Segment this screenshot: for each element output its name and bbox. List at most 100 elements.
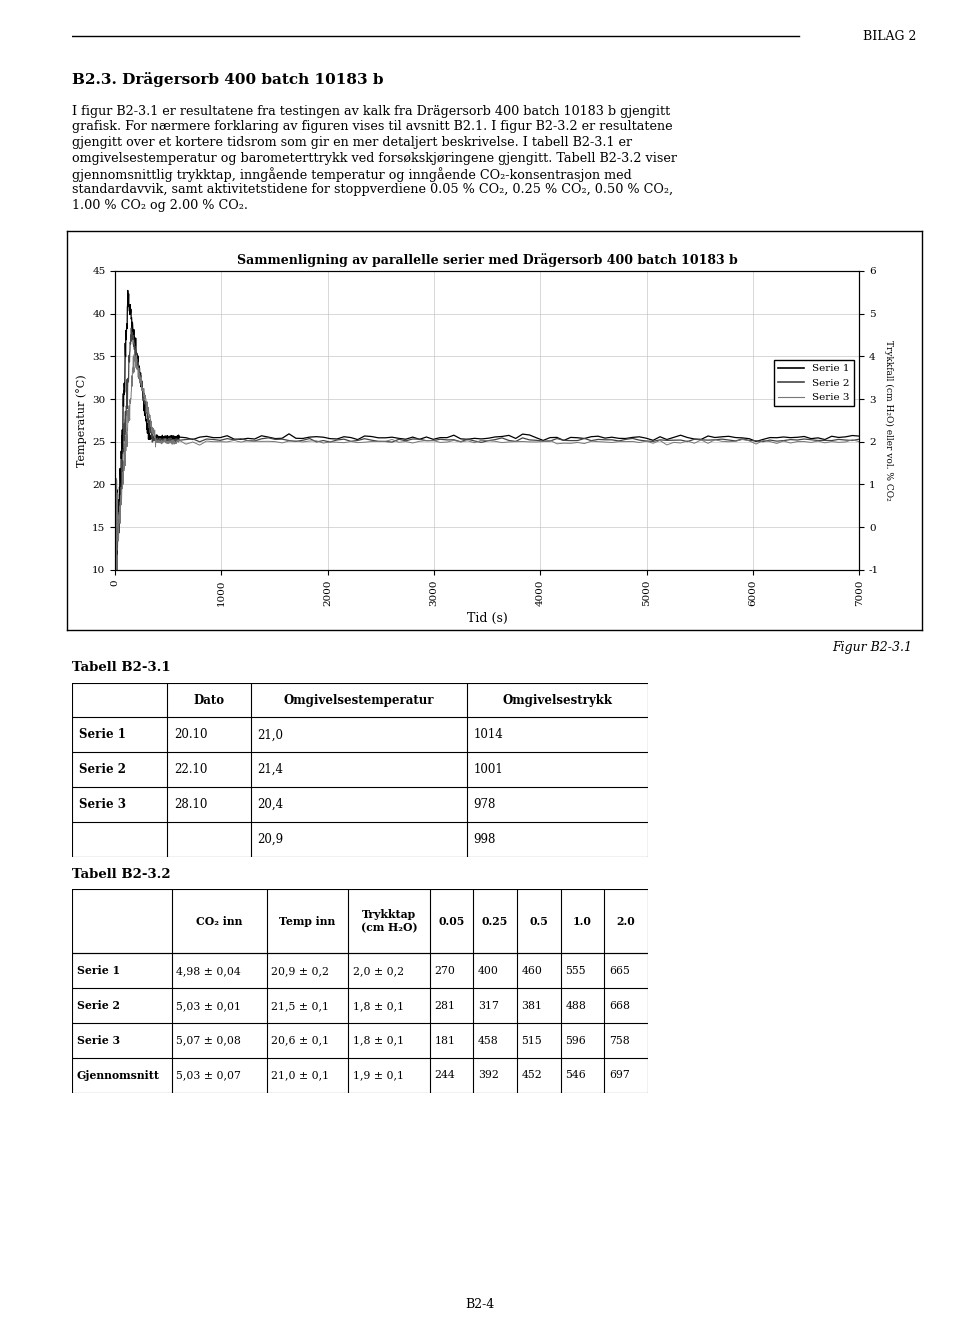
Text: 0.05: 0.05 <box>439 916 465 927</box>
Serie 1 <box>109 518 121 534</box>
Text: 2,0 ± 0,2: 2,0 ± 0,2 <box>352 966 404 976</box>
Serie 1 <box>171 429 182 445</box>
Text: 21,0 ± 0,1: 21,0 ± 0,1 <box>271 1070 329 1081</box>
Text: I figur B2-3.1 er resultatene fra testingen av kalk fra Drägersorb 400 batch 101: I figur B2-3.1 er resultatene fra testin… <box>72 105 670 118</box>
Serie 2 <box>109 582 121 598</box>
Text: 20,6 ± 0,1: 20,6 ± 0,1 <box>271 1035 329 1046</box>
Serie 3 <box>129 346 140 362</box>
Text: 392: 392 <box>478 1070 499 1081</box>
Text: 5,07 ± 0,08: 5,07 ± 0,08 <box>176 1035 241 1046</box>
Text: 281: 281 <box>434 1000 455 1011</box>
X-axis label: Tid (s): Tid (s) <box>467 611 508 625</box>
Text: 4,98 ± 0,04: 4,98 ± 0,04 <box>176 966 241 976</box>
Text: Dato: Dato <box>193 693 225 707</box>
Text: 400: 400 <box>478 966 499 976</box>
Serie 2 <box>109 539 121 555</box>
Text: 596: 596 <box>565 1035 586 1046</box>
Line: Serie 2: Serie 2 <box>115 329 859 590</box>
Text: 458: 458 <box>478 1035 498 1046</box>
Text: 0.5: 0.5 <box>529 916 548 927</box>
Serie 1 <box>120 349 132 365</box>
Text: 22.10: 22.10 <box>174 763 207 776</box>
Text: 1014: 1014 <box>473 728 503 742</box>
Text: 28.10: 28.10 <box>174 798 207 811</box>
Y-axis label: Trykkfall (cm H₂O) eller vol. % CO₂: Trykkfall (cm H₂O) eller vol. % CO₂ <box>884 341 893 500</box>
Serie 2 <box>137 389 149 405</box>
Text: 181: 181 <box>434 1035 455 1046</box>
Text: Serie 2: Serie 2 <box>77 1000 120 1011</box>
Text: 5,03 ± 0,01: 5,03 ± 0,01 <box>176 1000 241 1011</box>
Text: 488: 488 <box>565 1000 587 1011</box>
Text: 452: 452 <box>521 1070 542 1081</box>
Serie 1 <box>122 283 133 299</box>
Legend: Serie 1, Serie 2, Serie 3: Serie 1, Serie 2, Serie 3 <box>774 359 854 406</box>
Text: 978: 978 <box>473 798 496 811</box>
Text: 20.10: 20.10 <box>174 728 207 742</box>
Serie 2 <box>171 433 182 449</box>
Text: 758: 758 <box>609 1035 630 1046</box>
Serie 1 <box>172 428 183 444</box>
Text: B2.3. Drägersorb 400 batch 10183 b: B2.3. Drägersorb 400 batch 10183 b <box>72 72 383 87</box>
Text: Serie 1: Serie 1 <box>79 728 126 742</box>
Text: Tabell B2-3.2: Tabell B2-3.2 <box>72 868 171 881</box>
Serie 3 <box>144 406 156 422</box>
Serie 2 <box>144 413 156 429</box>
Serie 1 <box>137 393 149 409</box>
Text: 2.0: 2.0 <box>616 916 636 927</box>
Text: 1,9 ± 0,1: 1,9 ± 0,1 <box>352 1070 404 1081</box>
Serie 3 <box>109 496 121 512</box>
Text: 555: 555 <box>565 966 586 976</box>
Text: 1.00 % CO₂ og 2.00 % CO₂.: 1.00 % CO₂ og 2.00 % CO₂. <box>72 198 248 212</box>
Serie 2 <box>853 432 865 448</box>
Text: grafisk. For nærmere forklaring av figuren vises til avsnitt B2.1. I figur B2-3.: grafisk. For nærmere forklaring av figur… <box>72 121 673 133</box>
Serie 3 <box>137 385 149 401</box>
Serie 3 <box>111 563 123 579</box>
Text: 546: 546 <box>565 1070 586 1081</box>
Text: 668: 668 <box>609 1000 630 1011</box>
Serie 1 <box>111 563 123 579</box>
Text: Serie 3: Serie 3 <box>79 798 126 811</box>
Serie 1 <box>853 428 865 444</box>
Text: 998: 998 <box>473 833 496 846</box>
Text: Serie 2: Serie 2 <box>79 763 126 776</box>
Text: 0.25: 0.25 <box>482 916 509 927</box>
Text: 317: 317 <box>478 1000 499 1011</box>
Title: Sammenligning av parallelle serier med Drägersorb 400 batch 10183 b: Sammenligning av parallelle serier med D… <box>237 253 737 267</box>
Text: standardavvik, samt aktivitetstidene for stoppverdiene 0.05 % CO₂, 0.25 % CO₂, 0: standardavvik, samt aktivitetstidene for… <box>72 184 673 196</box>
Line: Serie 3: Serie 3 <box>115 354 859 571</box>
Serie 3 <box>171 433 182 449</box>
Serie 3 <box>172 433 183 449</box>
Text: 20,9: 20,9 <box>257 833 283 846</box>
Text: Omgivelsestemperatur: Omgivelsestemperatur <box>283 693 434 707</box>
Text: Tabell B2-3.1: Tabell B2-3.1 <box>72 661 171 675</box>
Y-axis label: Temperatur (°C): Temperatur (°C) <box>76 374 86 467</box>
Serie 3 <box>163 433 175 449</box>
Text: Figur B2-3.1: Figur B2-3.1 <box>832 641 912 654</box>
Serie 1 <box>144 430 156 447</box>
Text: 381: 381 <box>521 1000 542 1011</box>
Text: omgivelsestemperatur og barometerttrykk ved forsøkskjøringene gjengitt. Tabell B: omgivelsestemperatur og barometerttrykk … <box>72 152 677 165</box>
Text: gjengitt over et kortere tidsrom som gir en mer detaljert beskrivelse. I tabell : gjengitt over et kortere tidsrom som gir… <box>72 135 632 149</box>
Text: gjennomsnittlig trykktap, inngående temperatur og inngående CO₂-konsentrasjon me: gjennomsnittlig trykktap, inngående temp… <box>72 168 632 182</box>
Text: Serie 3: Serie 3 <box>77 1035 120 1046</box>
Text: Temp inn: Temp inn <box>279 916 335 927</box>
Serie 2 <box>172 432 183 448</box>
Text: 515: 515 <box>521 1035 542 1046</box>
Text: B2-4: B2-4 <box>466 1298 494 1311</box>
Text: BILAG 2: BILAG 2 <box>863 30 917 43</box>
Text: Trykktap
(cm H₂O): Trykktap (cm H₂O) <box>361 909 418 933</box>
Serie 3 <box>120 428 132 444</box>
Serie 2 <box>120 426 132 443</box>
Serie 3 <box>853 433 865 449</box>
Text: 21,4: 21,4 <box>257 763 283 776</box>
Serie 2 <box>163 432 175 448</box>
Text: 270: 270 <box>434 966 455 976</box>
Text: 697: 697 <box>609 1070 630 1081</box>
Text: Omgivelsestrykk: Omgivelsestrykk <box>502 693 612 707</box>
Text: 244: 244 <box>434 1070 455 1081</box>
Text: 20,9 ± 0,2: 20,9 ± 0,2 <box>271 966 329 976</box>
Text: Gjennomsnitt: Gjennomsnitt <box>77 1070 159 1081</box>
Text: Serie 1: Serie 1 <box>77 966 120 976</box>
Text: 21,0: 21,0 <box>257 728 283 742</box>
Text: 460: 460 <box>521 966 542 976</box>
